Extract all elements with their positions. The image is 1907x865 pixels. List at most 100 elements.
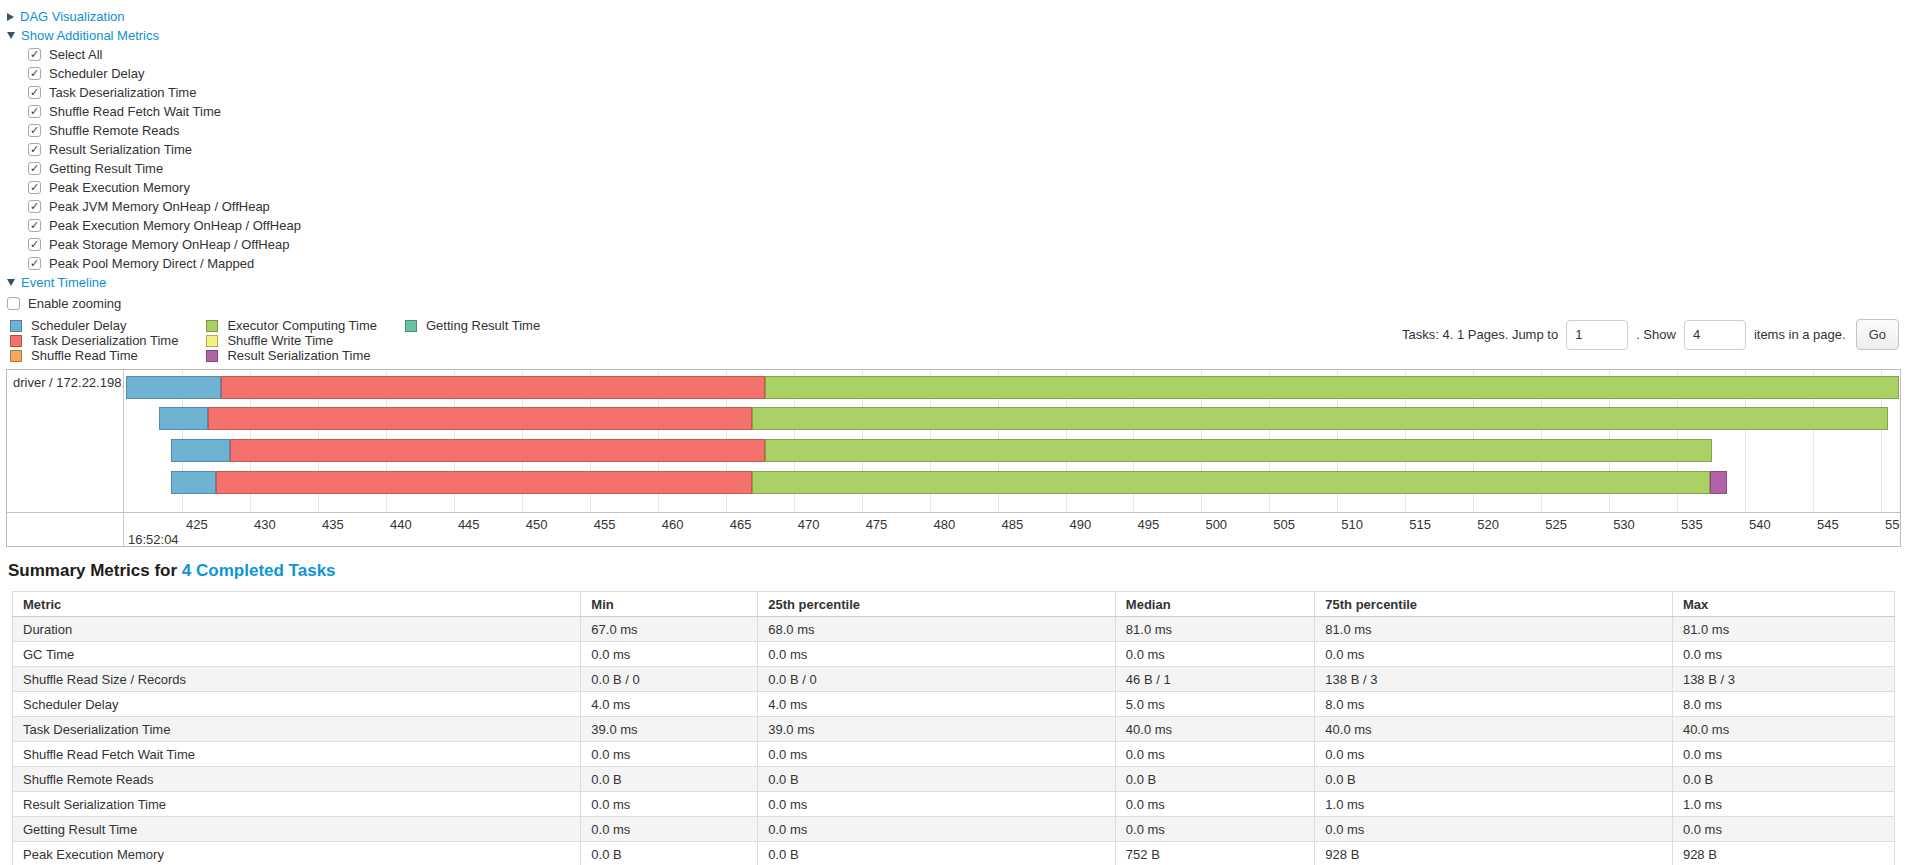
table-cell: Getting Result Time <box>13 817 581 842</box>
show-additional-metrics-link[interactable]: Show Additional Metrics <box>21 28 159 43</box>
metric-checkbox[interactable]: ✓ <box>28 86 41 99</box>
axis-tick-label: 465 <box>726 517 752 532</box>
metric-checkbox[interactable]: ✓ <box>28 67 41 80</box>
metric-checkbox-row: ✓ Getting Result Time <box>28 159 1907 178</box>
table-cell: GC Time <box>13 642 581 667</box>
event-timeline-link[interactable]: Event Timeline <box>21 275 106 290</box>
axis-tick-label: 445 <box>454 517 480 532</box>
metric-checkbox-label: Shuffle Read Fetch Wait Time <box>49 104 221 119</box>
executor-computing-segment[interactable] <box>765 439 1712 462</box>
table-cell: 0.0 ms <box>581 792 758 817</box>
metric-checkbox-label: Getting Result Time <box>49 161 163 176</box>
table-row: Scheduler Delay4.0 ms4.0 ms5.0 ms8.0 ms8… <box>13 692 1895 717</box>
show-additional-metrics-toggle[interactable]: Show Additional Metrics <box>7 26 1907 45</box>
table-cell: 0.0 B <box>758 767 1116 792</box>
table-cell: 0.0 B <box>581 767 758 792</box>
axis-tick-label: 535 <box>1677 517 1703 532</box>
metric-checkbox[interactable]: ✓ <box>28 162 41 175</box>
event-timeline-toggle[interactable]: Event Timeline <box>7 273 1907 292</box>
legend-swatch <box>206 350 218 362</box>
task-deserialization-segment[interactable] <box>230 439 765 462</box>
legend-swatch <box>10 335 22 347</box>
executor-computing-segment[interactable] <box>752 407 1888 430</box>
legend-item: Shuffle Write Time <box>206 333 377 348</box>
metric-checkbox-label: Select All <box>49 47 102 62</box>
metric-checkbox[interactable]: ✓ <box>28 48 41 61</box>
table-cell: 81.0 ms <box>1315 617 1673 642</box>
table-cell: Shuffle Read Size / Records <box>13 667 581 692</box>
additional-metrics-checkbox-list: ✓ Select All ✓ Scheduler Delay ✓Task Deseria… <box>7 45 1907 273</box>
axis-tick-label: 510 <box>1337 517 1363 532</box>
metric-checkbox-row: ✓ Scheduler Delay <box>28 64 1907 83</box>
summary-heading-text: Summary Metrics for <box>8 561 177 580</box>
table-header-cell: 25th percentile <box>758 592 1116 617</box>
metric-checkbox[interactable]: ✓ <box>28 200 41 213</box>
table-cell: 81.0 ms <box>1115 617 1314 642</box>
table-cell: 40.0 ms <box>1115 717 1314 742</box>
collapsed-arrow-icon <box>7 13 14 21</box>
legend-label: Scheduler Delay <box>31 318 126 333</box>
table-cell: 138 B / 3 <box>1672 667 1894 692</box>
table-cell: Scheduler Delay <box>13 692 581 717</box>
completed-tasks-link[interactable]: 4 Completed Tasks <box>182 561 336 580</box>
table-cell: 0.0 ms <box>758 817 1116 842</box>
legend-item: Shuffle Read Time <box>10 348 178 363</box>
items-per-page-input[interactable] <box>1684 320 1746 350</box>
table-cell: 39.0 ms <box>581 717 758 742</box>
metric-checkbox[interactable]: ✓ <box>28 181 41 194</box>
axis-tick-label: 430 <box>250 517 276 532</box>
expanded-arrow-icon <box>7 279 15 286</box>
metric-checkbox-row: ✓Peak Execution Memory <box>28 178 1907 197</box>
table-row: Shuffle Remote Reads0.0 B0.0 B0.0 B0.0 B… <box>13 767 1895 792</box>
legend-item: Result Serialization Time <box>206 348 377 363</box>
metric-checkbox-label: Scheduler Delay <box>49 66 144 81</box>
table-cell: 39.0 ms <box>758 717 1116 742</box>
metric-checkbox-row: ✓Peak JVM Memory OnHeap / OffHeap <box>28 197 1907 216</box>
executor-computing-segment[interactable] <box>752 471 1710 494</box>
scheduler-delay-segment[interactable] <box>171 471 216 494</box>
enable-zooming-checkbox[interactable] <box>7 297 20 310</box>
task-deserialization-segment[interactable] <box>216 471 751 494</box>
metric-checkbox[interactable]: ✓ <box>28 105 41 118</box>
task-pagination: Tasks: 4. 1 Pages. Jump to . Show items … <box>1402 319 1899 350</box>
executor-computing-segment[interactable] <box>765 376 1898 399</box>
axis-tick-label: 460 <box>658 517 684 532</box>
pagination-summary-text: Tasks: 4. 1 Pages. Jump to <box>1402 327 1558 342</box>
table-cell: 0.0 ms <box>1115 817 1314 842</box>
table-cell: 0.0 B / 0 <box>758 667 1116 692</box>
dag-visualization-link[interactable]: DAG Visualization <box>20 9 125 24</box>
task-deserialization-segment[interactable] <box>208 407 752 430</box>
metric-checkbox[interactable]: ✓ <box>28 257 41 270</box>
scheduler-delay-segment[interactable] <box>126 376 221 399</box>
metric-checkbox-row: ✓Peak Storage Memory OnHeap / OffHeap <box>28 235 1907 254</box>
legend-swatch <box>405 320 417 332</box>
metric-checkbox[interactable]: ✓ <box>28 219 41 232</box>
axis-tick-label: 485 <box>998 517 1024 532</box>
metric-checkbox-row: ✓Result Serialization Time <box>28 140 1907 159</box>
metric-checkbox[interactable]: ✓ <box>28 238 41 251</box>
table-cell: 0.0 ms <box>1115 642 1314 667</box>
metric-checkbox-label: Peak Pool Memory Direct / Mapped <box>49 256 254 271</box>
axis-tick-label: 550 <box>1881 517 1900 532</box>
jump-to-page-input[interactable] <box>1566 320 1628 350</box>
result-serialization-segment[interactable] <box>1710 471 1728 494</box>
scheduler-delay-segment[interactable] <box>159 407 208 430</box>
table-cell: 0.0 B <box>1315 767 1673 792</box>
metric-checkbox[interactable]: ✓ <box>28 124 41 137</box>
table-row: Duration67.0 ms68.0 ms81.0 ms81.0 ms81.0… <box>13 617 1895 642</box>
task-deserialization-segment[interactable] <box>221 376 765 399</box>
pagination-items-label: items in a page. <box>1754 327 1846 342</box>
table-cell: 1.0 ms <box>1672 792 1894 817</box>
legend-column: Getting Result Time <box>405 318 540 363</box>
metric-checkbox[interactable]: ✓ <box>28 143 41 156</box>
dag-visualization-toggle[interactable]: DAG Visualization <box>7 7 1907 26</box>
go-button[interactable]: Go <box>1856 319 1899 350</box>
table-cell: 752 B <box>1115 842 1314 865</box>
scheduler-delay-segment[interactable] <box>171 439 229 462</box>
axis-tick-label: 440 <box>386 517 412 532</box>
axis-tick-label: 545 <box>1813 517 1839 532</box>
legend-column: Executor Computing TimeShuffle Write Tim… <box>206 318 377 363</box>
table-cell: 0.0 B / 0 <box>581 667 758 692</box>
metric-checkbox-row: ✓Task Deserialization Time <box>28 83 1907 102</box>
axis-tick-label: 500 <box>1201 517 1227 532</box>
